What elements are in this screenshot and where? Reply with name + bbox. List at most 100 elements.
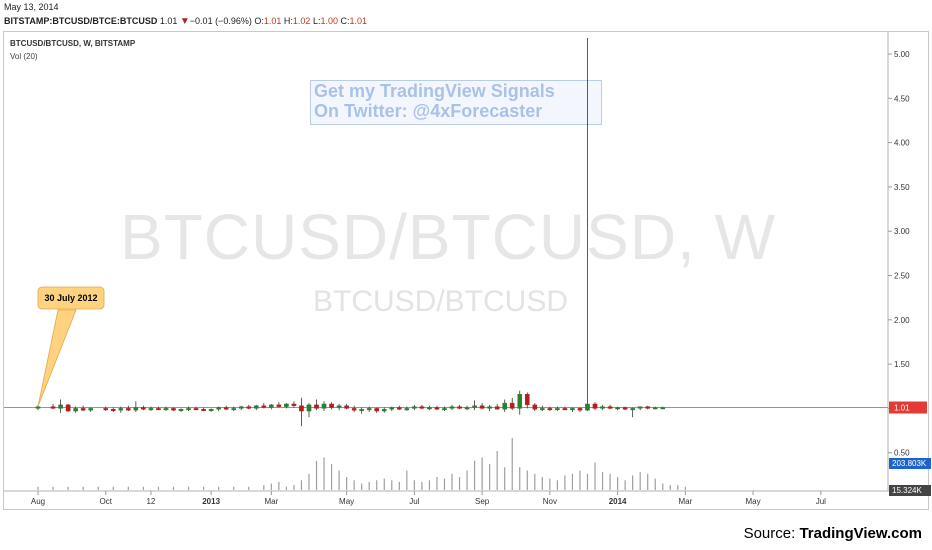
candle-body: [231, 408, 237, 411]
candle-body: [284, 403, 289, 407]
callout-box: [37, 286, 105, 310]
x-tick-label: 2013: [202, 497, 220, 506]
source-credit: Source: TradingView.com: [744, 525, 922, 542]
candle-body: [336, 405, 342, 408]
volume-tag-2-text: 15.324K: [892, 486, 922, 495]
candle-body: [577, 408, 583, 411]
candle-body: [223, 407, 229, 410]
candle-body: [148, 408, 154, 411]
series-legend[interactable]: BTCUSD/BTCUSD, W, BITSTAMP: [10, 39, 136, 48]
candle-body: [253, 405, 259, 409]
signals-promo-box: [310, 80, 602, 125]
volume-tag: [889, 458, 931, 469]
candle-body: [186, 408, 191, 411]
open-label: O:: [254, 16, 264, 26]
candle-body: [381, 409, 387, 412]
candle-body: [547, 408, 553, 411]
candle-body: [178, 409, 184, 411]
candle-body: [570, 408, 575, 411]
candle-body: [487, 406, 492, 409]
source-prefix: Source:: [743, 525, 800, 542]
y-tick-label: 5.00: [894, 50, 910, 59]
candle-body: [592, 403, 598, 409]
candle-body: [517, 394, 523, 409]
candle-body: [660, 407, 666, 410]
volume-tag-text: 203.803K: [892, 459, 927, 468]
candle-body: [110, 409, 116, 411]
low-label: L:: [312, 16, 321, 26]
y-tick-label: 4.50: [894, 94, 910, 103]
candle-body: [171, 408, 176, 411]
x-tick-label: Aug: [31, 497, 45, 506]
candle-body: [193, 408, 199, 411]
candle-body: [449, 406, 455, 409]
candle-body: [291, 403, 297, 406]
candle-body: [464, 407, 470, 410]
candle-body: [344, 405, 349, 409]
candle-body: [299, 405, 304, 412]
quote-line: BITSTAMP:BTCUSD/BTCE:BTCUSD 1.01 ▼−0.01 …: [4, 16, 367, 27]
candle-body: [397, 407, 402, 410]
last-price: 1.01: [159, 16, 178, 26]
price-change: −0.01 (−0.96%): [189, 16, 252, 26]
y-tick-label: 2.50: [894, 272, 910, 281]
candle-body: [58, 404, 63, 409]
chart-frame[interactable]: [3, 31, 929, 510]
candle-body: [366, 408, 372, 411]
candle-body: [615, 407, 620, 410]
x-tick-label: May: [339, 497, 354, 506]
candle-body: [126, 408, 131, 411]
candle-body: [637, 406, 643, 409]
candle-body: [73, 408, 78, 412]
candle-body: [88, 408, 93, 411]
callout-pointer: [37, 309, 77, 407]
y-tick-label: 4.00: [894, 139, 910, 148]
promo-line-1: Get my TradingView Signals: [314, 81, 555, 101]
chart-date: May 13, 2014: [4, 2, 59, 12]
candle-body: [479, 405, 485, 409]
candle-body: [306, 404, 312, 412]
x-tick-label: Jul: [409, 497, 419, 506]
candle-body: [276, 404, 282, 407]
candle-body: [329, 403, 334, 408]
candle-body: [607, 406, 613, 409]
candle-body: [216, 407, 221, 410]
low-value: 1.00: [320, 16, 339, 26]
candle-body: [434, 407, 440, 410]
x-tick-label: 2014: [609, 497, 627, 506]
candle-body: [389, 407, 395, 410]
candle-body: [457, 406, 462, 409]
candle-body: [502, 402, 507, 410]
y-tick-label: 3.00: [894, 227, 910, 236]
candle-body: [532, 404, 538, 410]
candle-body: [630, 408, 635, 411]
background-symbol-watermark: BTCUSD/BTCUSD, W: [120, 201, 776, 273]
callout-text: 30 July 2012: [44, 293, 97, 303]
candle-body: [419, 406, 425, 409]
high-value: 1.02: [292, 16, 311, 26]
x-tick-label: Mar: [678, 497, 692, 506]
candle-body: [201, 409, 206, 411]
candle-body: [163, 408, 169, 411]
candle-body: [50, 406, 56, 409]
candle-body: [494, 406, 500, 410]
volume-legend[interactable]: Vol (20): [10, 52, 38, 61]
candle-body: [238, 406, 244, 409]
candle-body: [246, 406, 252, 409]
candle-body: [600, 406, 605, 409]
symbol-name: BITSTAMP:BTCUSD/BTCE:BTCUSD: [4, 16, 158, 26]
candle-body: [133, 407, 139, 411]
candle-body: [141, 407, 146, 410]
candle-body: [65, 404, 71, 412]
candle-body: [540, 408, 545, 411]
candle-body: [555, 408, 560, 411]
x-tick-label: May: [746, 497, 761, 506]
candle-body: [645, 406, 651, 409]
candle-body: [652, 407, 658, 410]
candle-body: [427, 407, 432, 410]
close-label: C:: [340, 16, 350, 26]
candle-body: [374, 408, 380, 412]
candle-body: [404, 408, 410, 411]
candle-body: [35, 406, 41, 409]
